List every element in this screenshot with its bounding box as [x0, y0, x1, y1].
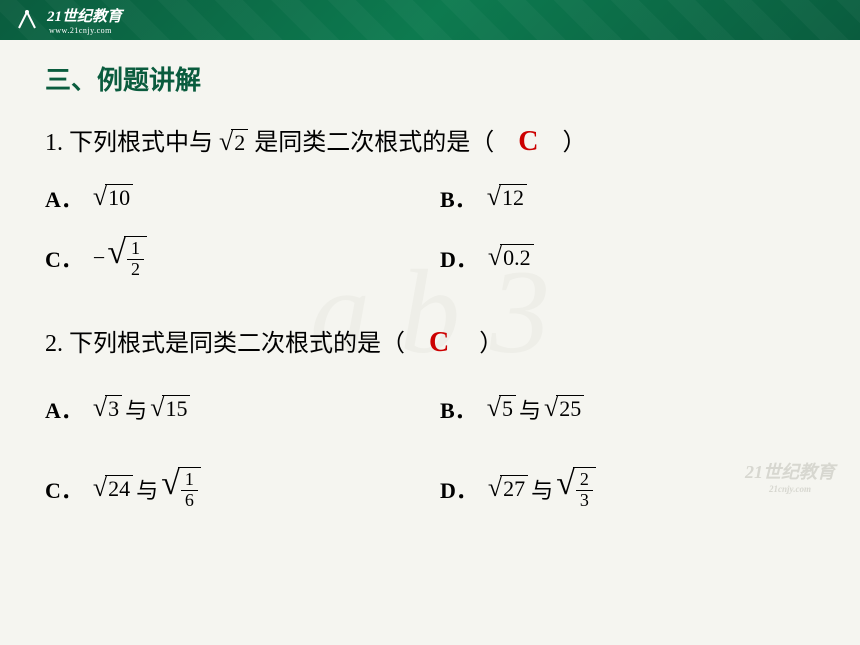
logo-sub: www.21cnjy.com [49, 26, 122, 35]
q2-options: A． √3 与 √15 B． √5 与 √25 C． √24 与 √ [45, 374, 815, 524]
option-label: C． [45, 473, 83, 505]
sqrt-expr: √10 [93, 184, 133, 211]
sqrt-pair: √3 与 √15 [93, 393, 191, 425]
question-2: 2. 下列根式是同类二次根式的是（ C ） [45, 323, 815, 359]
content-area: a b 3 21世纪教育 21cnjy.com 三、例题讲解 1. 下列根式中与… [0, 40, 860, 584]
q2-option-a: A． √3 与 √15 [45, 374, 420, 444]
q1-close: ） [563, 130, 587, 156]
q1-option-b: B． √12 [440, 173, 815, 223]
q1-option-a: A． √10 [45, 173, 420, 223]
option-label: C． [45, 242, 83, 274]
q1-suffix: 是同类二次根式的是（ [254, 130, 494, 156]
q1-prefix: 1. 下列根式中与 [45, 130, 213, 156]
logo-icon [15, 8, 39, 32]
option-label: B． [440, 182, 477, 214]
q2-option-d: D． √27 与 √ 2 3 [440, 454, 815, 524]
header-bar: 21世纪教育 www.21cnjy.com [0, 0, 860, 40]
option-label: B． [440, 393, 477, 425]
q1-option-d: D． √0.2 [440, 233, 815, 283]
neg-sqrt-frac: − √ 1 2 [93, 236, 147, 280]
sqrt-expr: √0.2 [488, 244, 534, 271]
q2-option-b: B． √5 与 √25 [440, 374, 815, 444]
q2-close: ） [479, 331, 503, 357]
q2-text: 2. 下列根式是同类二次根式的是（ [45, 331, 405, 357]
logo-main: 21世纪教育 [47, 9, 122, 25]
sqrt-pair-frac: √24 与 √ 1 6 [93, 467, 201, 511]
q1-answer: C [518, 126, 538, 157]
sqrt-expr: √12 [487, 184, 527, 211]
option-label: D． [440, 242, 478, 274]
section-title: 三、例题讲解 [45, 60, 815, 97]
q2-answer: C [429, 327, 449, 358]
logo-text: 21世纪教育 www.21cnjy.com [47, 5, 122, 35]
q1-sqrt2: √2 [219, 129, 248, 156]
question-1: 1. 下列根式中与 √2 是同类二次根式的是（ C ） [45, 122, 815, 158]
q1-option-c: C． − √ 1 2 [45, 233, 420, 283]
q1-options: A． √10 B． √12 C． − √ 1 2 [45, 173, 815, 283]
option-label: D． [440, 473, 478, 505]
sqrt-pair: √5 与 √25 [487, 393, 585, 425]
q2-option-c: C． √24 与 √ 1 6 [45, 454, 420, 524]
option-label: A． [45, 393, 83, 425]
option-label: A． [45, 182, 83, 214]
sqrt-pair-frac: √27 与 √ 2 3 [488, 467, 596, 511]
